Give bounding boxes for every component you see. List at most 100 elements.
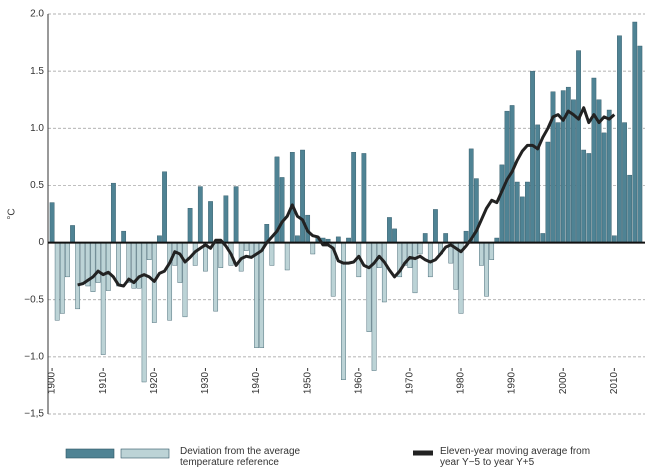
- bar: [284, 242, 290, 271]
- bar: [90, 242, 96, 292]
- bar: [223, 195, 229, 243]
- bar: [586, 153, 592, 243]
- bar: [197, 186, 203, 243]
- bar: [65, 242, 70, 278]
- bar: [116, 242, 121, 287]
- bar: [187, 208, 193, 243]
- bar: [540, 233, 546, 243]
- bar: [601, 132, 607, 243]
- bar: [468, 148, 474, 243]
- x-tick-label: 1910: [98, 371, 109, 394]
- bar: [259, 242, 265, 348]
- y-tick-label: −1.0: [24, 351, 44, 362]
- bar: [208, 201, 213, 243]
- bar: [606, 109, 612, 243]
- bar: [95, 242, 101, 283]
- bar: [243, 242, 249, 251]
- bar: [136, 242, 142, 289]
- x-tick-label: 1970: [405, 371, 416, 394]
- bar: [519, 196, 525, 243]
- legend-label: Deviation from the average temperature r…: [180, 446, 301, 468]
- bar: [300, 149, 305, 243]
- bar: [126, 242, 132, 283]
- bar: [387, 217, 392, 243]
- bar: [499, 164, 505, 243]
- bar: [182, 242, 188, 318]
- bar: [249, 242, 254, 257]
- bar: [111, 182, 116, 243]
- bar: [555, 122, 561, 243]
- bar: [310, 242, 316, 255]
- bar: [49, 202, 55, 243]
- bar: [530, 70, 535, 243]
- bar: [233, 186, 239, 243]
- bar: [622, 122, 627, 243]
- bar: [581, 149, 587, 243]
- bar: [254, 242, 259, 348]
- bar: [417, 242, 423, 255]
- bar: [591, 77, 597, 243]
- bar: [525, 181, 530, 243]
- bar: [361, 153, 367, 243]
- bar: [433, 209, 438, 243]
- x-tick-label: 1990: [507, 371, 518, 394]
- x-tick-label: 2000: [558, 371, 569, 394]
- bar: [75, 242, 81, 310]
- bar: [269, 242, 275, 266]
- bar: [162, 171, 167, 243]
- x-tick-label: 1950: [302, 371, 313, 394]
- bar: [167, 242, 173, 321]
- bar: [54, 242, 60, 321]
- bar: [550, 91, 556, 243]
- bar: [479, 242, 484, 266]
- bar: [366, 242, 372, 332]
- bar: [177, 242, 183, 283]
- y-tick-label: 1.0: [30, 123, 44, 134]
- bar: [489, 242, 495, 260]
- bar: [637, 45, 643, 243]
- bar: [627, 174, 633, 243]
- y-tick-label: −1,5: [24, 409, 44, 420]
- bar: [463, 230, 469, 243]
- x-tick-label: 1960: [353, 371, 364, 394]
- bar: [412, 242, 418, 294]
- x-tick-label: 1930: [200, 371, 211, 394]
- bar: [381, 242, 387, 303]
- x-tick-label: 2010: [609, 371, 620, 394]
- y-tick-label: −0.5: [24, 294, 44, 305]
- bar: [545, 141, 551, 243]
- bar: [279, 177, 285, 243]
- bar: [218, 242, 224, 268]
- y-tick-label: 0: [38, 237, 44, 248]
- x-tick-label: 1900: [47, 371, 58, 394]
- y-axis-label: °C: [7, 208, 18, 219]
- legend-label: Eleven-year moving average from year Y−5…: [440, 446, 591, 468]
- bar: [70, 225, 75, 243]
- bar: [576, 50, 581, 243]
- bar: [458, 242, 464, 314]
- bar: [295, 235, 300, 243]
- bar: [289, 152, 295, 243]
- moving-average-line: [77, 106, 616, 288]
- bar: [59, 242, 65, 314]
- bar: [146, 242, 152, 260]
- bar: [617, 35, 622, 243]
- y-tick-label: 2.0: [30, 9, 44, 20]
- bar: [157, 235, 162, 243]
- bar: [443, 233, 449, 243]
- bar: [611, 235, 617, 243]
- y-tick-label: 0.5: [30, 180, 44, 191]
- bar: [632, 21, 638, 243]
- bar: [514, 181, 520, 243]
- x-tick-label: 1920: [149, 371, 160, 394]
- bar: [392, 228, 397, 243]
- bar: [351, 152, 357, 243]
- bar: [407, 242, 413, 268]
- x-tick-label: 1980: [456, 371, 467, 394]
- bar: [121, 230, 127, 243]
- x-tick-label: 1940: [251, 371, 262, 394]
- bar: [571, 99, 576, 243]
- y-tick-label: 1.5: [30, 66, 44, 77]
